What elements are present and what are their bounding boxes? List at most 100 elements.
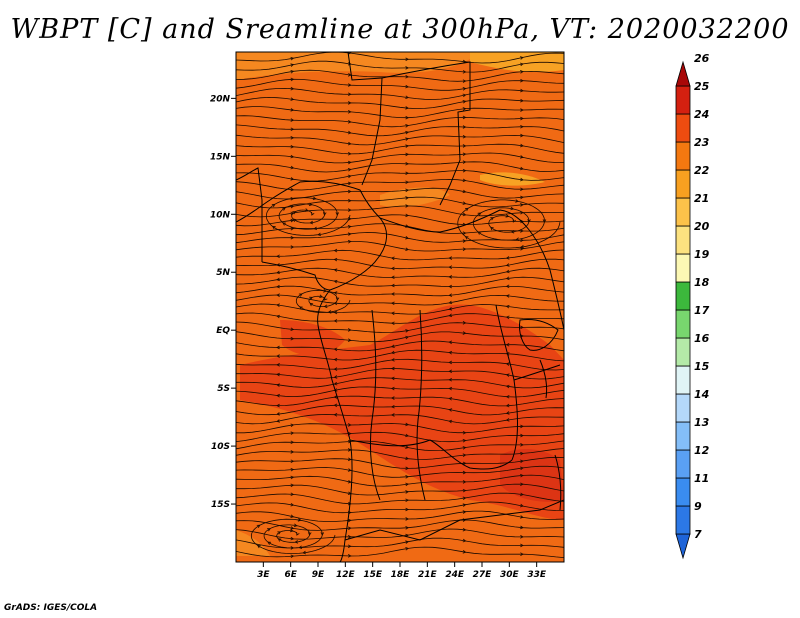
streamline-arrow (405, 482, 410, 487)
lon-tick-label: 30E (500, 570, 520, 580)
streamline-arrow (333, 367, 338, 371)
streamline-arrow (347, 535, 352, 539)
streamline-arrow (520, 443, 524, 447)
streamline-arrow (276, 254, 280, 259)
streamline-arrow (272, 226, 276, 230)
streamline-arrow (520, 466, 524, 471)
streamline-arrow (256, 544, 261, 549)
streamline-arrow (347, 168, 352, 172)
streamline-arrow (520, 177, 524, 182)
lat-tick-label: 10S (211, 442, 230, 452)
streamline-arrow (405, 106, 410, 110)
streamline-arrow (390, 366, 395, 371)
lat-tick-label: 15N (210, 152, 231, 162)
colorbar-segment (675, 309, 691, 339)
streamline-arrow (267, 528, 271, 532)
streamline-arrow (333, 347, 338, 352)
streamline-arrow (462, 152, 467, 157)
streamline-arrow (290, 86, 295, 91)
lat-tick-label: 5N (216, 268, 230, 278)
streamline-arrow (520, 543, 524, 548)
streamline-arrow (348, 101, 352, 105)
latitude-axis: 20N 15N 10N 5N EQ 5S 10S 15S (210, 94, 236, 510)
colorbar-segment (675, 197, 691, 227)
streamline-arrow (290, 70, 295, 74)
streamline-arrow (405, 144, 410, 148)
streamline-arrow (290, 154, 295, 159)
streamline-arrow (290, 77, 295, 82)
streamline-arrow (405, 171, 410, 176)
streamline-arrow (298, 293, 303, 297)
streamline (251, 518, 336, 554)
colorbar-segment (675, 393, 691, 423)
streamline-arrow (462, 135, 467, 139)
streamline (236, 492, 564, 505)
streamline-arrow (390, 386, 395, 391)
streamline-arrow (505, 384, 510, 389)
streamline-arrow (462, 430, 467, 435)
streamline-arrow (510, 229, 515, 234)
streamline (236, 249, 564, 261)
streamline-arrow (290, 431, 295, 435)
streamline-arrow (448, 256, 453, 260)
streamline-arrow (515, 237, 520, 241)
streamline-arrow (520, 98, 524, 103)
streamline-arrow (519, 155, 524, 159)
streamline-arrow (333, 257, 338, 262)
lat-tick-label: 15S (211, 500, 230, 510)
streamline-arrow (520, 187, 524, 191)
streamline-arrow (462, 107, 467, 111)
streamline-arrow (448, 419, 453, 424)
streamline-arrow (462, 438, 467, 443)
streamline-arrow (290, 136, 295, 140)
streamline-arrow (390, 350, 395, 355)
streamline-arrow (290, 475, 295, 480)
streamline-arrow (347, 52, 352, 55)
streamline (236, 377, 564, 389)
streamline-arrow (405, 213, 410, 218)
streamline-arrow (276, 314, 281, 319)
streamline-arrow (308, 202, 313, 207)
streamline (236, 106, 564, 119)
streamline (236, 294, 564, 306)
streamline-arrow (405, 329, 410, 333)
streamline-arrow (462, 503, 467, 507)
streamline-arrow (405, 540, 410, 544)
streamline-arrow (462, 538, 467, 543)
streamline-arrow (477, 212, 482, 216)
streamline-arrow (520, 244, 525, 249)
streamline (236, 69, 564, 82)
streamline-arrow (290, 97, 295, 101)
streamline-arrow (290, 197, 295, 201)
streamline-arrow (290, 440, 295, 445)
streamline-arrow (464, 236, 469, 240)
streamline-arrow (448, 350, 453, 355)
streamline-arrow (290, 245, 295, 249)
streamline-arrow (448, 408, 453, 412)
streamline-arrow (276, 372, 280, 377)
streamline-arrow (347, 554, 352, 558)
streamline-arrow (390, 344, 395, 348)
streamline (236, 152, 564, 164)
streamline-arrow (462, 115, 467, 120)
streamline (236, 178, 564, 191)
streamline-arrow (405, 161, 410, 166)
streamline-arrow (505, 411, 510, 415)
streamline-arrow (348, 423, 352, 427)
colorbar-label: 25 (694, 80, 710, 93)
streamline-arrow (405, 498, 410, 503)
streamline-arrow (390, 275, 395, 280)
streamline-arrow (462, 549, 467, 554)
streamline-arrow (405, 115, 410, 120)
streamline-arrow (333, 319, 338, 323)
streamline-arrow (347, 232, 352, 236)
streamline-arrow (520, 124, 524, 129)
streamline-arrow (405, 517, 410, 521)
streamline-arrow (390, 301, 395, 306)
streamline-arrow (290, 144, 295, 149)
streamline-arrow (462, 231, 467, 235)
colorbar-segment (675, 505, 691, 535)
streamline-arrow (299, 306, 303, 310)
streamline-arrow (505, 395, 510, 399)
streamline-arrow (462, 93, 467, 98)
